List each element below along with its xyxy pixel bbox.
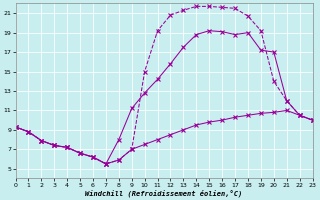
X-axis label: Windchill (Refroidissement éolien,°C): Windchill (Refroidissement éolien,°C) bbox=[85, 189, 243, 197]
